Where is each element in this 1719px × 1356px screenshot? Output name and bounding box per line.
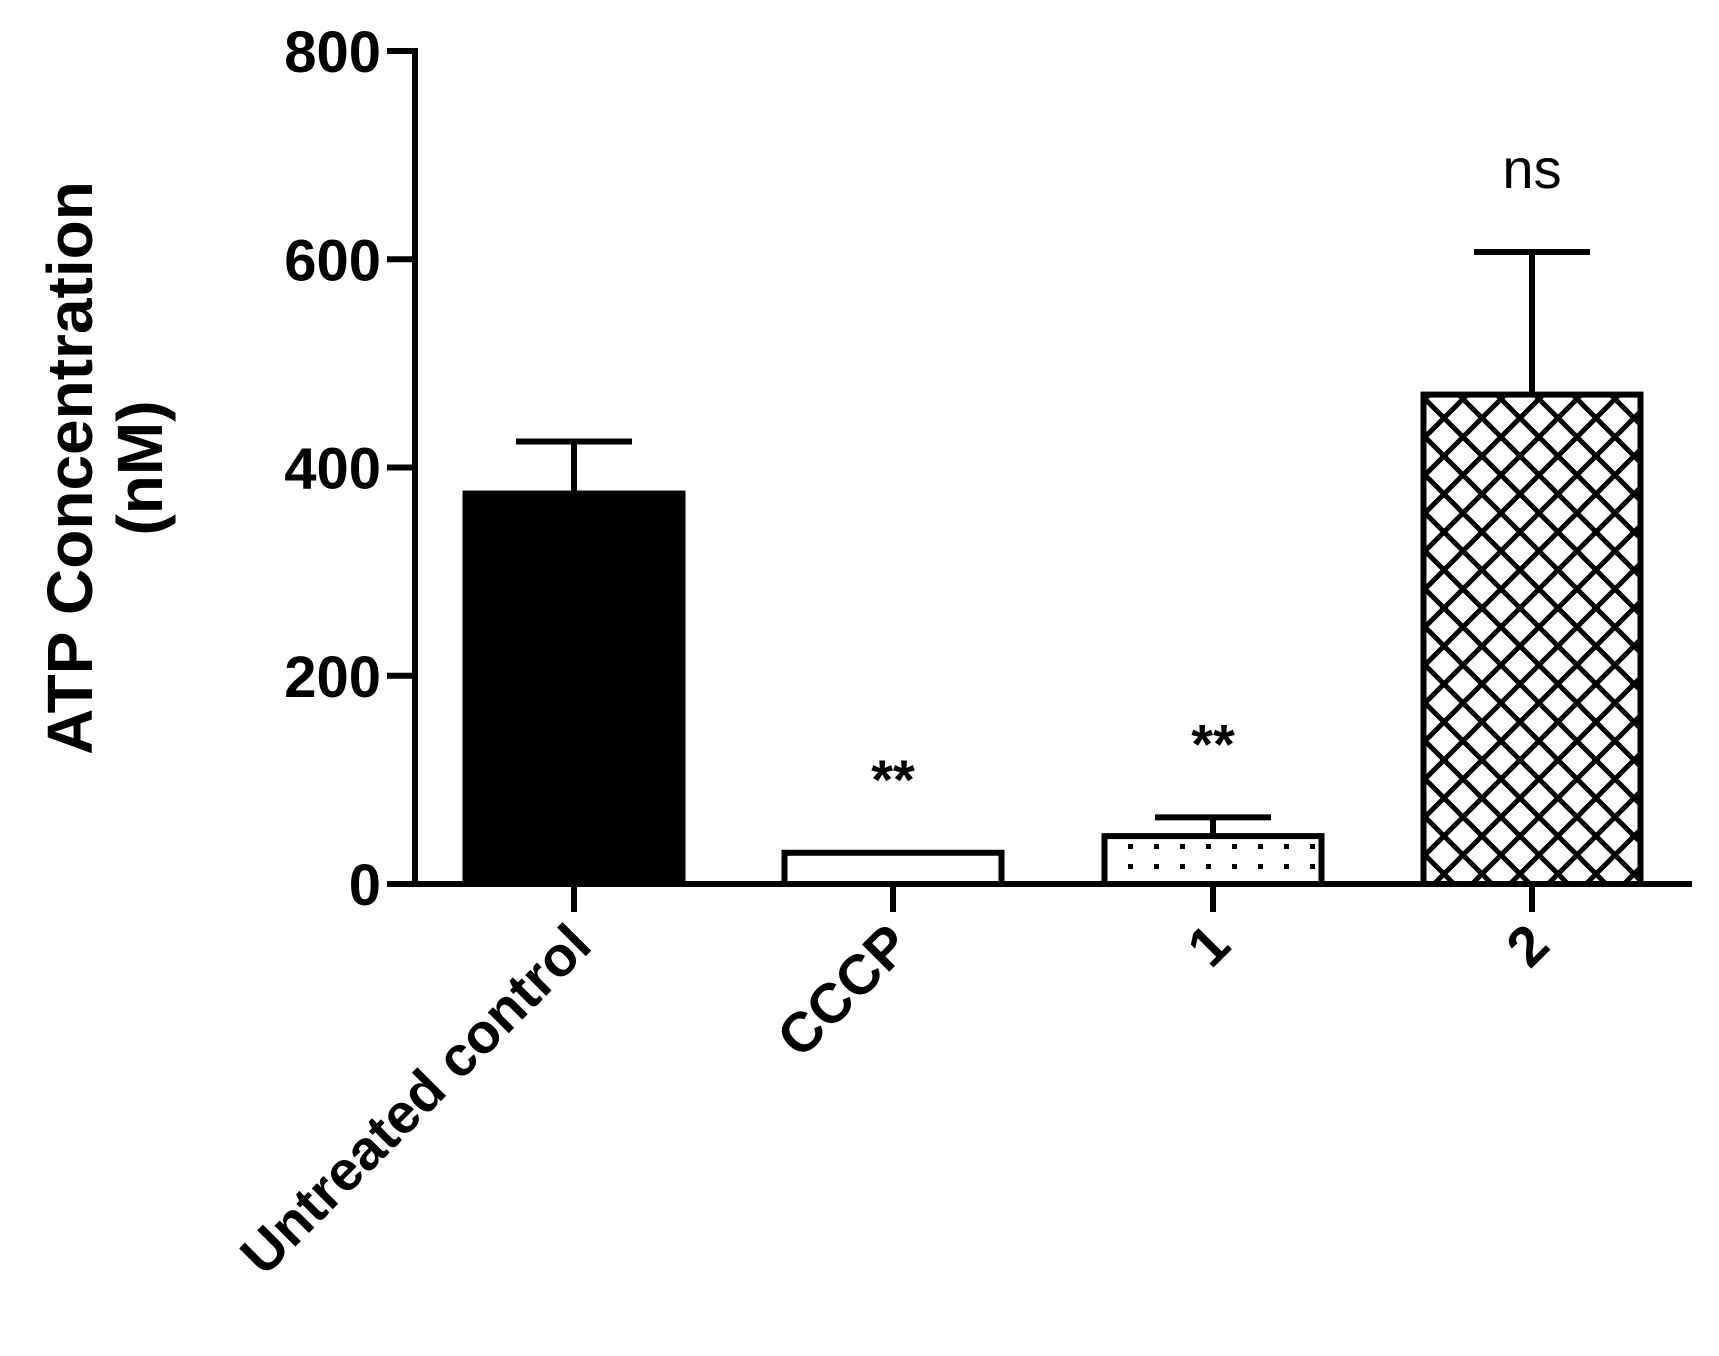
- y-axis-title-line: (nM): [104, 400, 176, 535]
- significance-label: **: [1191, 712, 1235, 775]
- bars-group: [462, 248, 1644, 888]
- y-axis-title-line: ATP Concentration: [34, 181, 106, 755]
- bar: [462, 490, 686, 887]
- y-ticks-group: 0 200 400 600 800: [284, 20, 415, 918]
- significance-label: ns: [1502, 137, 1561, 200]
- significance-group: ** ** ns: [871, 137, 1561, 811]
- y-tick-label: 800: [284, 20, 381, 85]
- x-tick-label: 2: [1494, 912, 1561, 979]
- y-axis-title: ATP Concentration(nM): [34, 181, 176, 755]
- y-tick-label: 200: [284, 645, 381, 710]
- y-tick-label: 0: [349, 853, 381, 918]
- y-tick-label: 400: [284, 437, 381, 502]
- bar: [1420, 391, 1644, 887]
- x-tick-label: 1: [1175, 912, 1242, 979]
- significance-label: **: [871, 748, 915, 811]
- x-ticks-group: Untreated control CCCP 1 2: [228, 884, 1561, 1287]
- x-tick-label: CCCP: [765, 912, 922, 1069]
- y-tick-label: 600: [284, 228, 381, 293]
- x-tick-label: Untreated control: [228, 912, 603, 1287]
- bar: [781, 849, 1005, 888]
- bar: [1101, 833, 1325, 887]
